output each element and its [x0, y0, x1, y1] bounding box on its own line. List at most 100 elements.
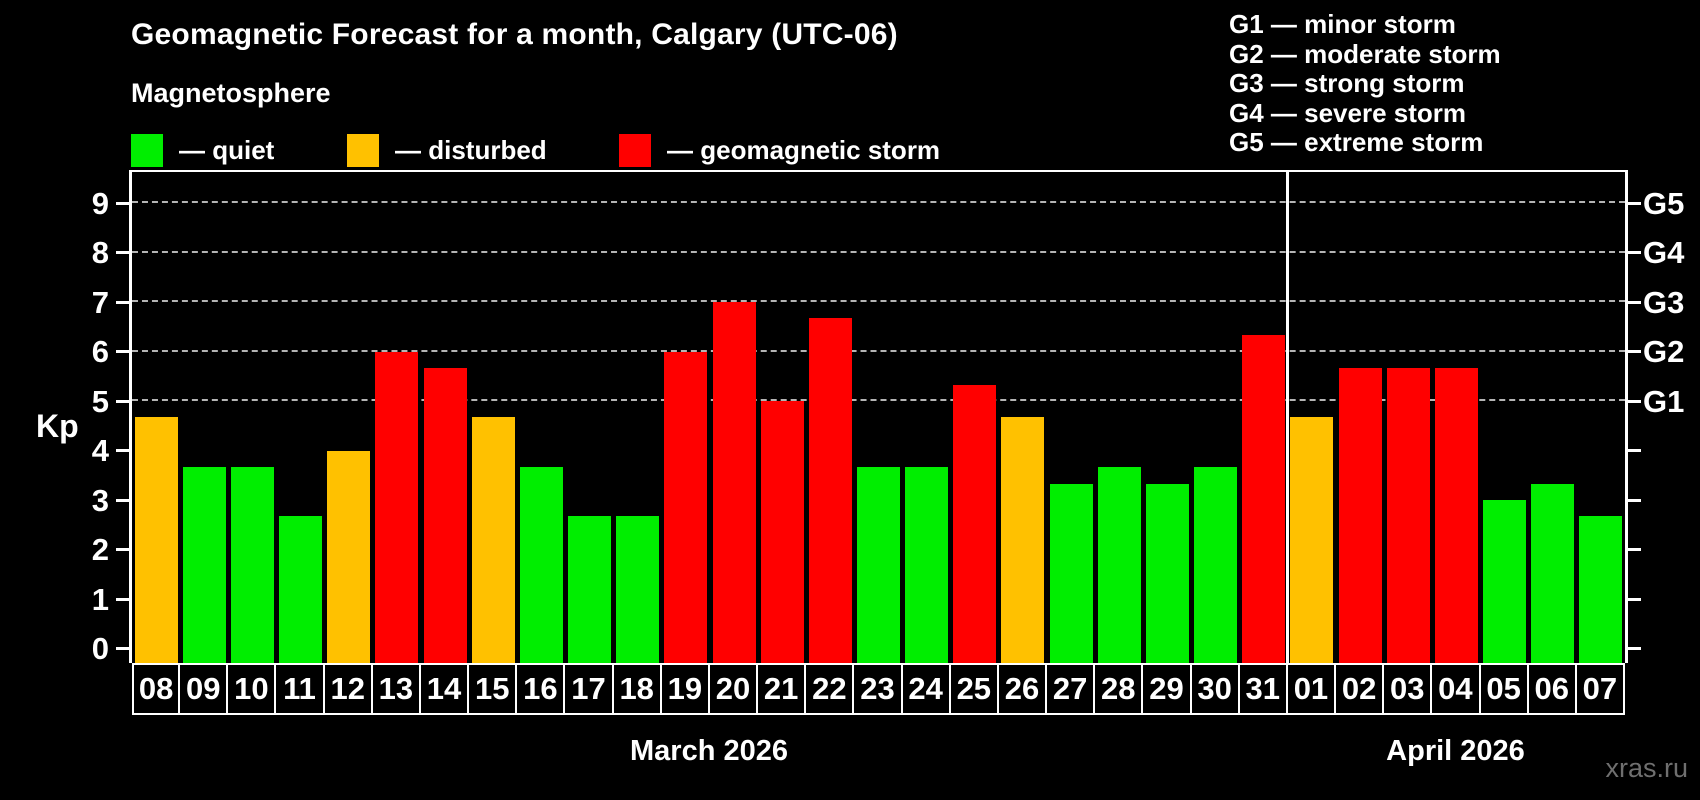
watermark: xras.ru	[1605, 753, 1688, 783]
date-cell-24: 24	[900, 663, 951, 715]
bar-07	[1579, 516, 1623, 663]
bar-09	[182, 466, 226, 663]
y-tick-label-8: 8	[91, 235, 109, 270]
date-cell-07: 07	[1574, 663, 1625, 715]
month-separator	[1286, 172, 1290, 663]
bar-22	[808, 318, 852, 663]
gridline-kp6	[132, 349, 1625, 352]
y-tick-label-3: 3	[91, 482, 109, 518]
g-legend-line-4: G4 — severe storm	[1229, 97, 1467, 128]
y-tick-label-1: 1	[91, 581, 109, 617]
right-tick-6	[1628, 350, 1641, 353]
g-scale-legend: G1 — minor storm G2 — moderate storm G3 — …	[1229, 9, 1501, 158]
date-cell-13: 13	[370, 663, 421, 715]
left-tick-1	[116, 597, 129, 601]
date-cell-04: 04	[1430, 663, 1481, 715]
disturbed-swatch	[347, 134, 379, 167]
bar-31	[1242, 335, 1286, 663]
g-level-label-g5: G5	[1643, 185, 1685, 221]
bar-12	[327, 450, 371, 663]
right-tick-5	[1628, 399, 1641, 403]
date-cell-12: 12	[322, 663, 373, 715]
bar-21	[760, 401, 804, 663]
date-cell-03: 03	[1382, 663, 1433, 715]
gridline-kp5	[132, 399, 1625, 401]
left-tick-8	[116, 251, 129, 254]
month-label-march: March 2026	[630, 735, 788, 767]
date-cell-10: 10	[226, 663, 277, 715]
g-level-label-g4: G4	[1643, 235, 1685, 270]
date-cell-25: 25	[948, 663, 999, 715]
gridline-kp8	[132, 250, 1625, 253]
y-tick-label-9: 9	[91, 185, 109, 221]
bar-30	[1194, 466, 1238, 663]
right-tick-0	[1628, 647, 1641, 650]
storm-swatch	[619, 134, 651, 167]
date-cell-17: 17	[563, 663, 614, 715]
g-legend-line-2: G2 — moderate storm	[1229, 38, 1501, 69]
bar-06	[1531, 483, 1575, 663]
bar-29	[1145, 483, 1189, 663]
date-cell-15: 15	[467, 663, 518, 715]
left-tick-0	[116, 647, 129, 650]
bar-17	[568, 516, 612, 663]
y-tick-label-0: 0	[91, 631, 109, 666]
date-cell-09: 09	[178, 663, 229, 715]
bar-02	[1338, 367, 1382, 663]
date-cell-05: 05	[1478, 663, 1529, 715]
y-tick-label-5: 5	[91, 383, 109, 419]
legend-label-storm: — geomagnetic storm	[667, 135, 941, 165]
g-legend-line-1: G1 — minor storm	[1229, 9, 1456, 39]
date-cell-23: 23	[852, 663, 903, 715]
date-cell-20: 20	[707, 663, 759, 715]
bar-13	[375, 351, 419, 663]
date-cell-29: 29	[1141, 663, 1192, 715]
bar-08	[134, 417, 178, 663]
right-tick-1	[1628, 597, 1641, 601]
right-tick-8	[1628, 251, 1641, 254]
date-cell-19: 19	[659, 663, 710, 715]
left-tick-9	[116, 201, 129, 205]
y-tick-label-7: 7	[91, 284, 109, 320]
bar-28	[1097, 466, 1141, 663]
bar-23	[857, 466, 900, 663]
date-cell-30: 30	[1189, 663, 1240, 715]
legend-item-disturbed: — disturbed	[347, 134, 547, 167]
right-axis-line	[1625, 172, 1628, 663]
date-cell-16: 16	[515, 663, 566, 715]
right-tick-4	[1628, 449, 1641, 452]
bar-25	[953, 384, 997, 663]
y-tick-label-2: 2	[91, 532, 109, 567]
bar-16	[519, 466, 563, 663]
bar-11	[279, 516, 323, 663]
legend-label-disturbed: — disturbed	[395, 135, 547, 165]
bar-26	[1001, 417, 1045, 663]
date-cell-08: 08	[132, 663, 181, 715]
y-tick-label-6: 6	[91, 334, 109, 369]
date-axis: 08 09 10 11 12 13 14 15 16 17 18 19 20 21 22 23 24 25 26 27…	[132, 663, 1629, 715]
legend-label-quiet: — quiet	[179, 135, 275, 165]
date-cell-31: 31	[1237, 663, 1288, 715]
date-cell-02: 02	[1334, 663, 1385, 715]
left-axis-line	[129, 172, 132, 663]
chart-subtitle: Magnetosphere	[131, 78, 331, 108]
left-tick-6	[116, 350, 129, 353]
bar-20	[712, 302, 756, 663]
g-legend-line-5: G5 — extreme storm	[1229, 127, 1484, 157]
g-level-label-g1: G1	[1643, 383, 1685, 419]
date-cell-27: 27	[1045, 663, 1096, 715]
date-cell-14: 14	[418, 663, 470, 715]
bar-14	[423, 367, 467, 663]
month-label-april: April 2026	[1386, 735, 1525, 767]
top-axis-line	[129, 170, 1628, 172]
g-level-label-g3: G3	[1643, 284, 1685, 320]
right-tick-7	[1628, 300, 1641, 304]
y-axis-title: Kp	[36, 408, 79, 444]
date-cell-26: 26	[996, 663, 1048, 715]
date-cell-21: 21	[756, 663, 807, 715]
g-legend-line-3: G3 — strong storm	[1229, 68, 1465, 98]
left-tick-4	[116, 449, 129, 452]
bar-01	[1290, 417, 1334, 663]
gridline-kp7	[132, 300, 1625, 302]
date-cell-11: 11	[274, 663, 325, 715]
